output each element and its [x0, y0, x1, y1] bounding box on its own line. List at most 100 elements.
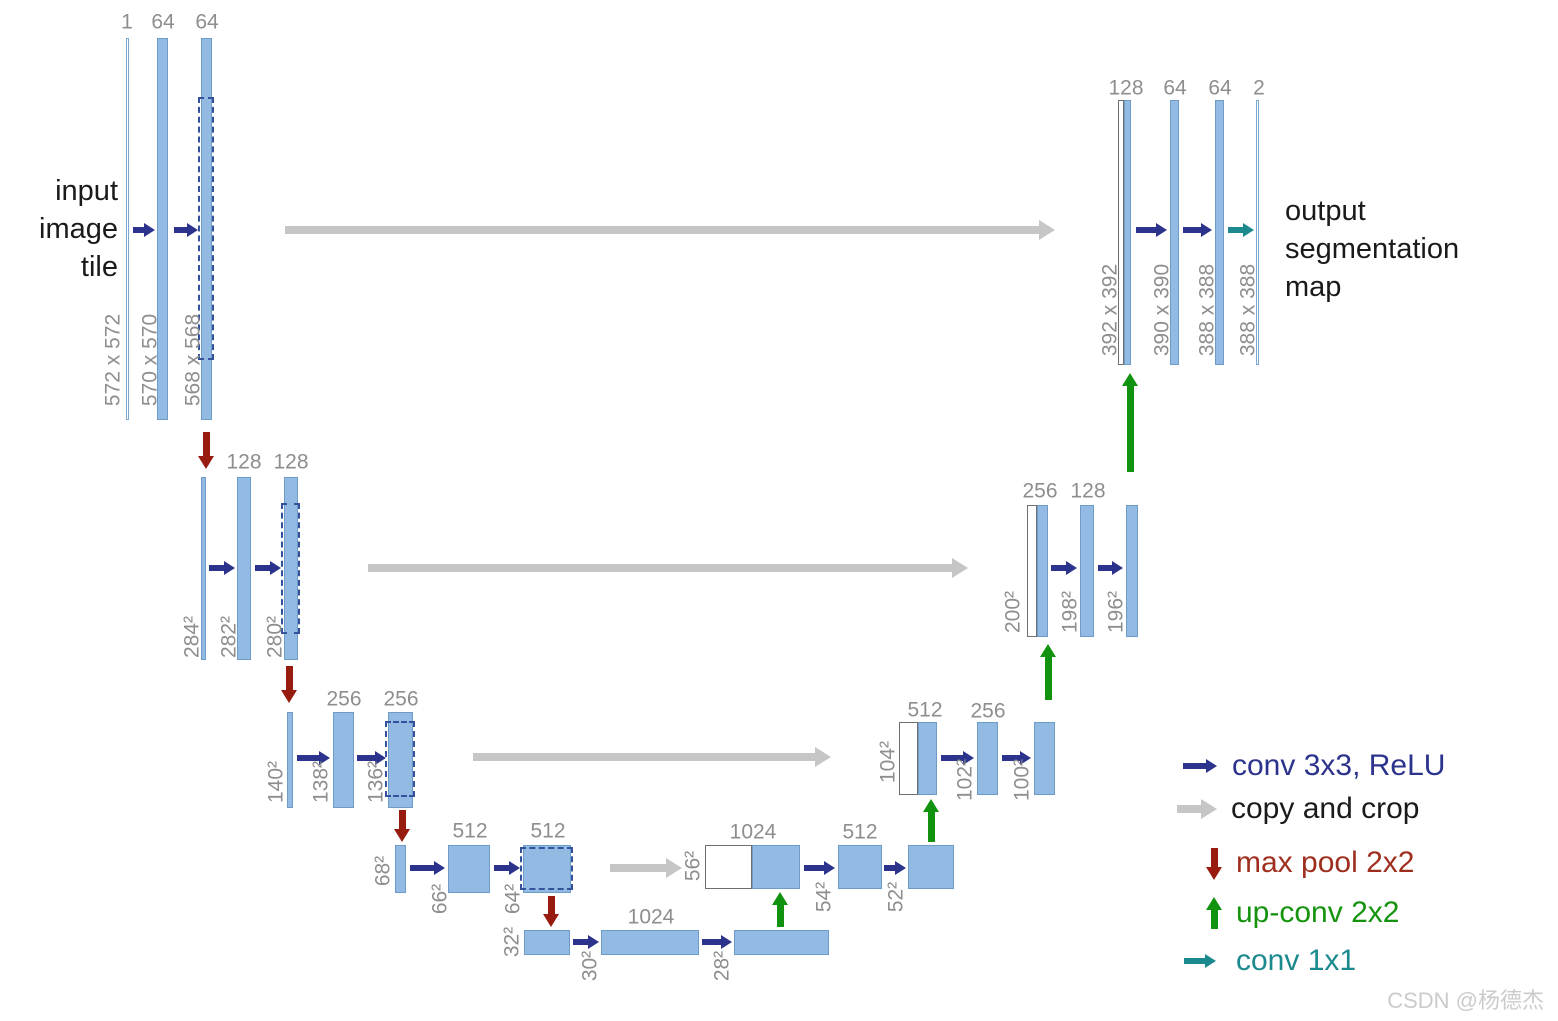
- feature-map-bar: [333, 712, 354, 808]
- feature-map-bar: [1124, 100, 1131, 365]
- up-conv-arrow: [771, 892, 789, 927]
- feature-map-bar: [1170, 100, 1179, 365]
- max-pool-arrow: [542, 896, 560, 927]
- size-label: 102²: [953, 758, 977, 802]
- input-image-tile-label: input image tile: [39, 175, 118, 283]
- conv-3x3-arrow: [410, 860, 445, 876]
- conv-3x3-arrow: [357, 750, 386, 766]
- conv-3x3-arrow: [1183, 222, 1212, 238]
- legend-conv1x1-label: conv 1x1: [1236, 944, 1357, 977]
- up-conv-arrow: [1039, 644, 1057, 700]
- feature-map-bar: [1034, 722, 1055, 795]
- feature-map-bar: [388, 712, 413, 808]
- size-label: 54²: [812, 881, 836, 913]
- channel-count-label: 64: [195, 10, 219, 34]
- size-label: 68²: [371, 855, 395, 887]
- watermark: CSDN @杨德杰: [1387, 988, 1544, 1013]
- size-label: 56²: [681, 850, 705, 882]
- conv-3x3-arrow: [1183, 758, 1217, 774]
- feature-map-bar: [1126, 505, 1138, 637]
- feature-map-bar: [524, 930, 570, 955]
- size-label: 64²: [501, 883, 525, 915]
- size-label: 388 x 388: [1236, 263, 1260, 357]
- copied-feature-bar: [1027, 505, 1037, 637]
- size-label: 196²: [1104, 590, 1128, 634]
- channel-count-label: 512: [842, 820, 878, 844]
- channel-count-label: 1: [121, 10, 133, 34]
- copied-feature-bar: [899, 722, 918, 795]
- conv-3x3-arrow: [255, 560, 281, 576]
- size-label: 572 x 572: [101, 313, 125, 407]
- size-label: 388 x 388: [1195, 263, 1219, 357]
- copied-feature-bar: [705, 845, 752, 889]
- legend-copy-crop-label: copy and crop: [1231, 792, 1420, 825]
- channel-count-label: 256: [383, 687, 419, 711]
- feature-map-bar: [201, 477, 206, 660]
- feature-map-bar: [734, 930, 829, 955]
- size-label: 100²: [1010, 758, 1034, 802]
- up-conv-arrow: [1121, 373, 1139, 472]
- feature-map-bar: [237, 477, 251, 660]
- conv-3x3-arrow: [573, 934, 599, 950]
- feature-map-bar: [287, 712, 293, 808]
- crop-region-outline: [281, 503, 300, 634]
- channel-count-label: 256: [1022, 479, 1058, 503]
- channel-count-label: 128: [226, 450, 262, 474]
- channel-count-label: 512: [530, 819, 566, 843]
- conv-3x3-arrow: [1136, 222, 1167, 238]
- conv-1x1-arrow: [1228, 222, 1254, 238]
- size-label: 392 x 392: [1098, 263, 1122, 357]
- size-label: 284²: [180, 615, 204, 659]
- size-label: 32²: [500, 926, 524, 958]
- conv-3x3-arrow: [174, 222, 198, 238]
- size-label: 390 x 390: [1150, 263, 1174, 357]
- max-pool-arrow: [1205, 848, 1223, 880]
- channel-count-label: 2: [1253, 76, 1265, 100]
- feature-map-bar: [523, 845, 571, 893]
- copy-crop-arrow: [368, 558, 968, 578]
- size-label: 568 x 568: [181, 313, 205, 407]
- conv-3x3-arrow: [1051, 560, 1077, 576]
- feature-map-bar: [395, 845, 406, 893]
- conv-3x3-arrow: [1098, 560, 1123, 576]
- output-segmentation-map-label: output segmentation map: [1285, 195, 1460, 303]
- channel-count-label: 512: [907, 698, 943, 722]
- input-image-bar: [126, 38, 129, 420]
- channel-count-label: 512: [452, 819, 488, 843]
- channel-count-label: 64: [1208, 76, 1232, 100]
- conv-3x3-arrow: [804, 860, 835, 876]
- size-label: 104²: [876, 740, 900, 784]
- up-conv-arrow: [1205, 897, 1223, 929]
- size-label: 30²: [578, 950, 602, 982]
- copy-crop-arrow: [285, 220, 1055, 240]
- conv-3x3-arrow: [702, 934, 732, 950]
- feature-map-bar: [601, 930, 699, 955]
- max-pool-arrow: [280, 666, 298, 703]
- crop-region-outline: [385, 721, 415, 797]
- feature-map-bar: [201, 38, 212, 420]
- channel-count-label: 1024: [729, 820, 777, 844]
- channel-count-label: 256: [326, 687, 362, 711]
- feature-map-bar: [752, 845, 800, 889]
- crop-region-outline: [198, 97, 214, 360]
- conv-3x3-arrow: [941, 750, 974, 766]
- conv-3x3-arrow: [209, 560, 235, 576]
- size-label: 66²: [428, 883, 452, 915]
- channel-count-label: 128: [273, 450, 309, 474]
- conv-3x3-arrow: [494, 860, 520, 876]
- up-conv-arrow: [922, 799, 940, 842]
- crop-region-outline: [520, 847, 573, 890]
- max-pool-arrow: [197, 432, 215, 469]
- feature-map-bar: [1037, 505, 1048, 637]
- size-label: 198²: [1058, 590, 1082, 634]
- channel-count-label: 64: [1163, 76, 1187, 100]
- conv-3x3-arrow: [297, 750, 330, 766]
- conv-1x1-arrow: [1184, 953, 1216, 969]
- legend-up-conv-label: up-conv 2x2: [1236, 896, 1400, 929]
- channel-count-label: 128: [1108, 76, 1144, 100]
- copy-crop-arrow: [473, 747, 831, 767]
- feature-map-bar: [908, 845, 954, 889]
- max-pool-arrow: [393, 810, 411, 842]
- feature-map-bar: [1080, 505, 1094, 637]
